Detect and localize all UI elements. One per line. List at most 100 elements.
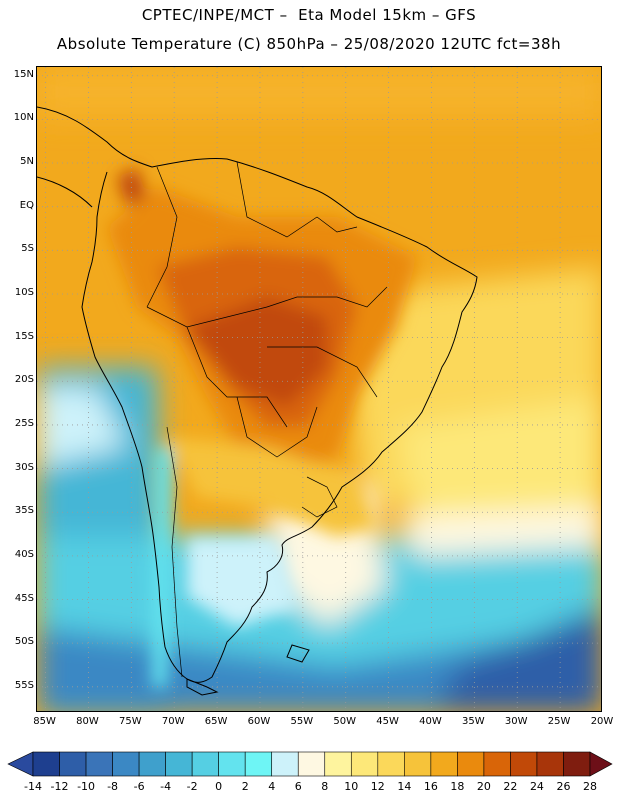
colorbar-tick-label: 28 (583, 780, 597, 793)
longitude-label: 40W (419, 716, 442, 727)
longitude-label: 20W (590, 716, 614, 727)
colorbar-swatch (32, 751, 60, 777)
latitude-label: EQ (19, 199, 34, 211)
longitude-label: 60W (247, 716, 271, 727)
colorbar-tick-label: 0 (215, 780, 223, 793)
colombia-hot (117, 167, 147, 207)
latitude-label: 55S (14, 679, 34, 691)
colorbar-tick-label: 6 (294, 780, 302, 793)
colorbar-swatch (510, 751, 538, 777)
patagonia-pale (187, 537, 297, 627)
colorbar-swatch (430, 751, 458, 777)
longitude-label: 85W (33, 716, 56, 727)
colorbar-swatch (536, 751, 564, 777)
colorbar-tick-label: 22 (503, 780, 518, 793)
latitude-label: 30S (14, 461, 34, 473)
colorbar-swatch (297, 751, 326, 777)
colorbar-swatch (138, 751, 166, 777)
colorbar-tick-label: 24 (529, 780, 544, 793)
pacific-pale (37, 387, 127, 467)
colorbar-swatch (218, 751, 246, 777)
colorbar-tick-label: -8 (107, 780, 119, 793)
central-america-coast (37, 176, 93, 208)
colorbar-swatch (350, 751, 379, 777)
colorbar-tick-label: -4 (160, 780, 172, 793)
colorbar-swatch (377, 751, 405, 777)
latitude-label: 50S (14, 636, 34, 648)
colorbar-swatch (324, 751, 352, 777)
colorbar-swatch (404, 751, 432, 777)
far-south-coldest (437, 607, 601, 711)
longitude-label: 35W (462, 716, 485, 727)
latitude-label: 45S (14, 592, 34, 604)
colorbar-tick-label: 4 (268, 780, 276, 793)
colorbar-tick-label: 12 (370, 780, 385, 793)
colorbar-max-arrow (589, 751, 613, 777)
longitude-label: 30W (504, 716, 528, 727)
border-chile-argentina (166, 426, 183, 678)
border-peru-brazil (146, 306, 268, 328)
colorbar-tick-label: -6 (133, 780, 145, 793)
latitude-label: 15S (14, 330, 34, 342)
colorbar-tick-label: 16 (423, 780, 438, 793)
border-uruguay (301, 476, 338, 518)
colorbar-swatch (59, 751, 87, 777)
colorbar-swatch (271, 751, 299, 777)
temperature-map (36, 66, 602, 712)
title-line-2: Absolute Temperature (C) 850hPa – 25/08/… (56, 35, 562, 53)
border-paraguay (236, 396, 318, 458)
colorbar-tick-label: 2 (241, 780, 249, 793)
colorbar-swatch (112, 751, 140, 777)
colorbar-swatch (563, 751, 591, 777)
colorbar-min-arrow (7, 751, 34, 777)
colorbar-swatch (191, 751, 219, 777)
longitude-label: 25W (547, 716, 571, 727)
latitude-label: 5S (21, 243, 34, 255)
longitude-label: 65W (204, 716, 228, 727)
colorbar-swatch (85, 751, 113, 777)
colorbar-tick-label: -10 (77, 780, 96, 793)
colorbar (7, 751, 613, 777)
colorbar-tick-label: 26 (556, 780, 571, 793)
longitude-label: 45W (376, 716, 399, 727)
latitude-label: 20S (14, 374, 34, 386)
colorbar-tick-label: 20 (476, 780, 491, 793)
latitude-label: 25S (14, 417, 34, 429)
colorbar-tick-label: -12 (50, 780, 69, 793)
border-colombia (146, 166, 178, 308)
latitude-label: 10N (13, 112, 34, 124)
falklands-coast (286, 644, 310, 663)
coastlines (37, 106, 478, 696)
latitude-label: 15N (13, 68, 34, 80)
map-canvas (37, 67, 601, 711)
longitude-label: 75W (119, 716, 142, 727)
colorbar-swatch (165, 751, 193, 777)
title-line-1: CPTEC/INPE/MCT – Eta Model 15km – GFS (141, 6, 477, 24)
longitude-label: 80W (76, 716, 99, 727)
border-bolivia (186, 326, 288, 428)
colorbar-tick-label: -14 (24, 780, 42, 793)
longitude-label: 50W (333, 716, 357, 727)
south-america-coast (37, 106, 478, 683)
longitude-label: 70W (161, 716, 185, 727)
andes-cold (152, 447, 172, 687)
southern-cone-yellow (167, 437, 377, 537)
colorbar-tick-label: 18 (450, 780, 465, 793)
latitude-label: 40S (14, 548, 34, 560)
latitude-label: 5N (20, 156, 34, 168)
country-borders (146, 161, 388, 678)
border-guianas (316, 216, 358, 233)
colorbar-swatch (457, 751, 485, 777)
colorbar-tick-label: 8 (321, 780, 329, 793)
atlantic-lightyellow (397, 397, 601, 517)
latitude-label: 10S (14, 286, 34, 298)
latitude-label: 35S (14, 505, 34, 517)
interior-hottest (187, 297, 327, 407)
colorbar-tick-label: 14 (397, 780, 412, 793)
longitude-label: 55W (290, 716, 314, 727)
colorbar-swatch (483, 751, 511, 777)
border-venezuela (236, 161, 318, 238)
colorbar-tick-label: 10 (344, 780, 359, 793)
border-brazil-states-2 (267, 346, 378, 398)
colorbar-tick-label: -2 (186, 780, 198, 793)
